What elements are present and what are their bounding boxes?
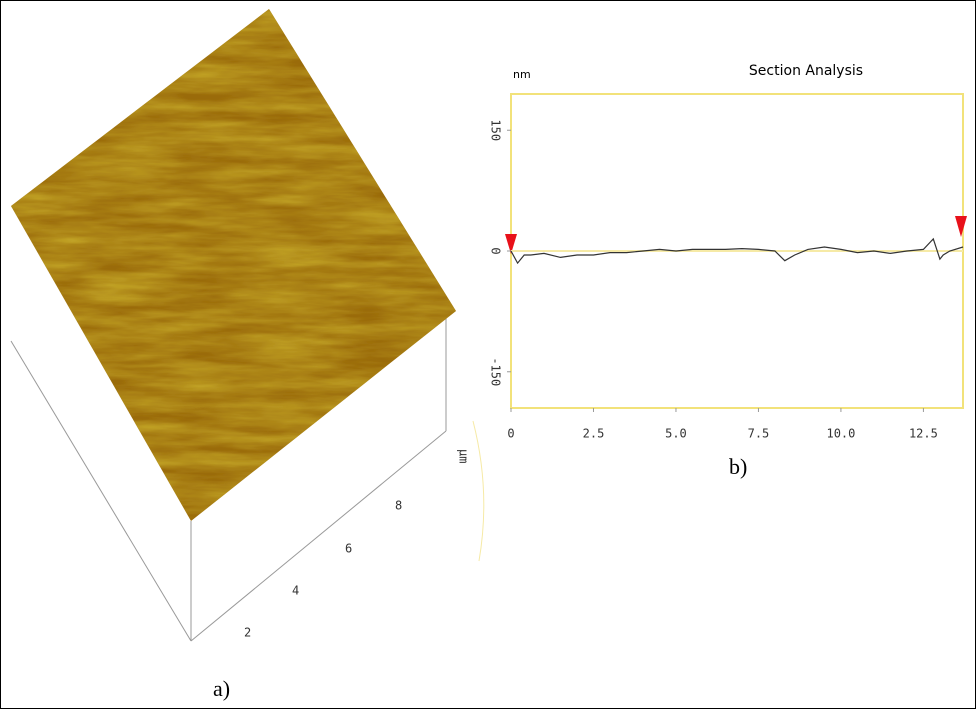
axis-tick-label: 4: [292, 584, 299, 598]
x-tick-label: 0: [507, 427, 514, 441]
x-tick-label: 10.0: [826, 427, 855, 441]
decoration: [472, 420, 485, 562]
axis-unit: µm: [457, 449, 471, 463]
panel-label: a): [213, 676, 230, 701]
x-tick-label: 5.0: [665, 427, 687, 441]
chart-title: Section Analysis: [749, 63, 863, 79]
section-chart: Section Analysis nm b) 150 0 -150 0 2.5 5.0 7.…: [472, 63, 967, 562]
base-edge: [10, 340, 192, 642]
panel-label: b): [729, 454, 747, 479]
axis-tick-label: 2: [244, 626, 251, 640]
axis-tick-label: 6: [345, 542, 352, 556]
x-tick-label: 12.5: [909, 427, 938, 441]
cursor-marker: [505, 234, 517, 254]
y-tick-label: 0: [489, 247, 503, 254]
y-unit: nm: [513, 68, 531, 81]
afm-3d-image: 2 4 6 8 µm a): [10, 9, 471, 701]
cursor-marker: [955, 216, 967, 237]
x-tick-label: 2.5: [583, 427, 605, 441]
x-tick-label: 7.5: [748, 427, 770, 441]
profile-line: [510, 237, 964, 265]
surface-texture: [11, 9, 456, 521]
axis-tick-label: 8: [395, 499, 402, 513]
y-tick-label: 150: [489, 119, 503, 141]
y-tick-label: -150: [489, 357, 503, 386]
base-edge: [190, 430, 447, 642]
